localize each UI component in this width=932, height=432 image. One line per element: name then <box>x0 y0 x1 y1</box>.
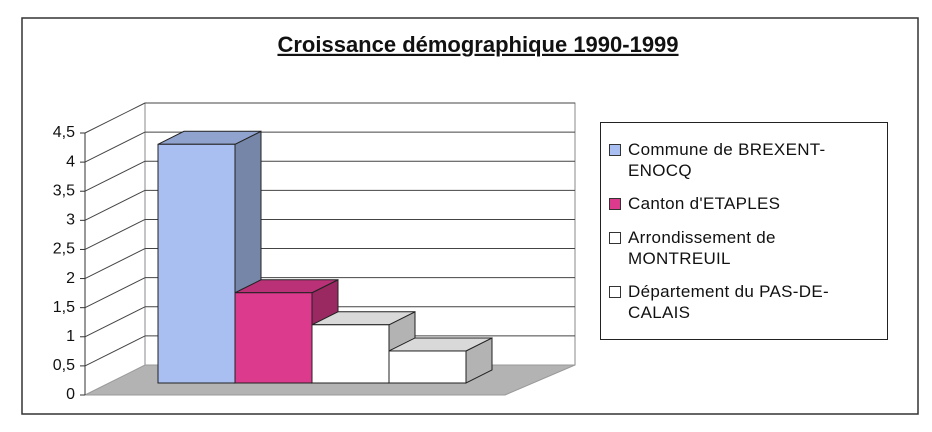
legend-entry: Département du PAS-DE-CALAIS <box>609 281 879 323</box>
legend-swatch <box>609 231 621 244</box>
grid-line <box>84 218 146 250</box>
bar <box>388 350 467 384</box>
y-tick-label: 1,5 <box>53 299 75 316</box>
chart-frame <box>21 17 919 415</box>
y-tick-label: 0,5 <box>53 357 75 374</box>
grid-line <box>84 131 146 163</box>
grid-line <box>84 189 146 221</box>
legend-label: Commune de BREXENT-ENOCQ <box>628 140 826 181</box>
grid-line <box>84 248 146 280</box>
legend-entry: Commune de BREXENT-ENOCQ <box>609 139 879 181</box>
grid-line <box>84 335 146 367</box>
grid-line <box>84 277 146 309</box>
legend-swatch <box>609 198 621 211</box>
chart-title: Croissance démographique 1990-1999 <box>277 32 678 57</box>
legend-label: Arrondissement de MONTREUIL <box>628 227 776 268</box>
y-tick-label: 3,5 <box>53 182 75 199</box>
grid-line <box>84 306 146 338</box>
y-tick-label: 4 <box>66 153 75 170</box>
legend-entry: Canton d'ETAPLES <box>609 193 879 214</box>
bar <box>311 324 390 384</box>
legend: Commune de BREXENT-ENOCQ Canton d'ETAPLES… <box>600 122 888 340</box>
bar <box>234 292 313 384</box>
y-tick-label: 3 <box>66 212 75 229</box>
y-tick-label: 1 <box>66 328 75 345</box>
y-tick-label: 2,5 <box>53 241 75 258</box>
legend-swatch <box>609 144 621 157</box>
bar <box>157 143 236 384</box>
legend-label: Canton d'ETAPLES <box>628 194 781 214</box>
y-tick-label: 4,5 <box>53 124 75 141</box>
grid-line <box>84 102 146 134</box>
legend-entry: Arrondissement de MONTREUIL <box>609 227 879 269</box>
y-tick-label: 0 <box>66 386 75 403</box>
grid-line <box>84 160 146 192</box>
y-tick-label: 2 <box>66 270 75 287</box>
legend-label: Département du PAS-DE-CALAIS <box>628 281 829 322</box>
legend-swatch <box>609 285 621 298</box>
